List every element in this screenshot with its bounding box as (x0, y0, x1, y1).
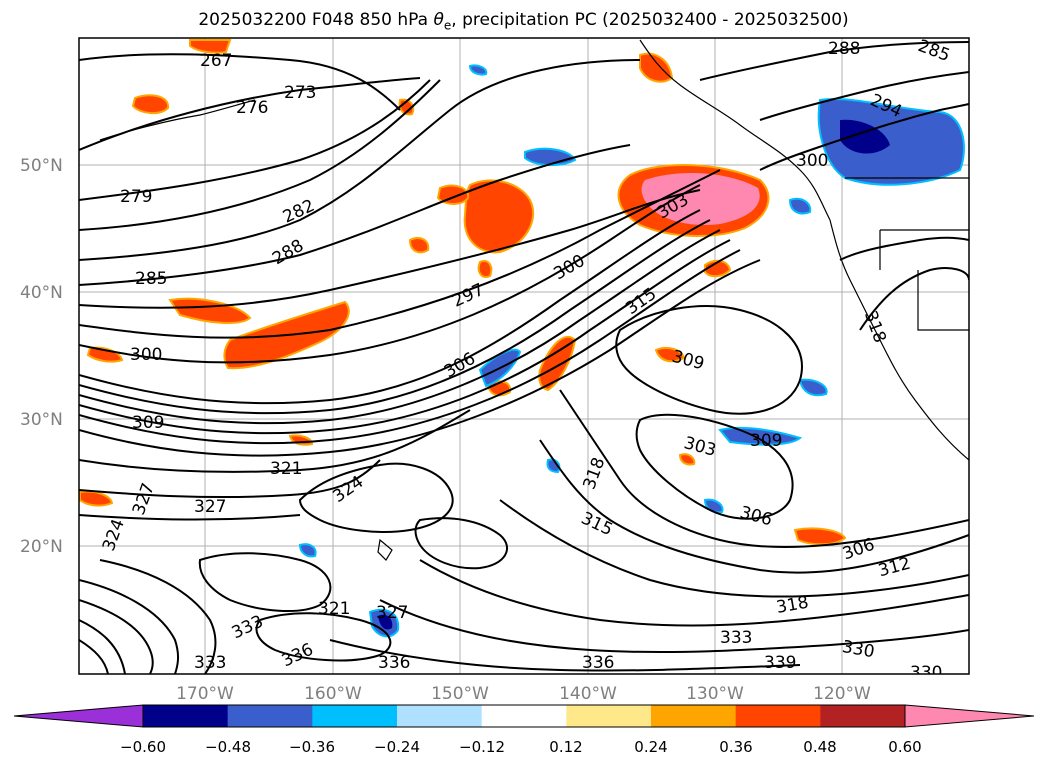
contour-label: 276 (236, 98, 268, 118)
colorbar-bin (143, 705, 229, 727)
contour-label: 327 (194, 497, 226, 517)
colorbar: −0.60 −0.48 −0.36 −0.24 −0.12 0.12 0.24 … (13, 704, 1035, 756)
colorbar-tick: 0.48 (803, 738, 836, 756)
lat-label: 50°N (20, 156, 63, 176)
contour-label: 321 (318, 599, 350, 619)
contour-label: 339 (764, 653, 796, 673)
colorbar-bin (566, 705, 652, 727)
contour-label: 333 (720, 628, 752, 648)
contour-label: 285 (135, 269, 167, 289)
longitude-labels: 170°W 160°W 150°W 140°W 130°W 120°W (176, 684, 871, 704)
contour-label: 300 (796, 151, 828, 171)
colorbar-tick: 0.24 (634, 738, 667, 756)
theta-e-contours (79, 41, 969, 674)
colorbar-bin (481, 705, 567, 727)
contour-label: 309 (132, 413, 164, 433)
contour-label: 330 (910, 663, 942, 683)
colorbar-tick: 0.36 (719, 738, 752, 756)
contour-label: 267 (200, 51, 232, 71)
lon-label: 170°W (176, 684, 234, 704)
contour-label: 321 (270, 459, 302, 479)
contour-label: 336 (582, 653, 614, 673)
colorbar-min-extension (13, 704, 144, 728)
lon-label: 120°W (813, 684, 871, 704)
precip-positive (79, 39, 847, 546)
lon-label: 140°W (559, 684, 617, 704)
lat-label: 40°N (20, 283, 63, 303)
colorbar-tick: −0.60 (120, 738, 166, 756)
colorbar-bin (227, 705, 313, 727)
colorbar-bin (397, 705, 483, 727)
colorbar-bin (312, 705, 398, 727)
colorbar-bin (820, 705, 906, 727)
latitude-labels: 50°N 40°N 30°N 20°N (20, 156, 63, 557)
contour-label: 279 (120, 187, 152, 207)
map-frame (78, 37, 970, 675)
contour-label: 300 (130, 345, 162, 365)
colorbar-tick: −0.24 (374, 738, 420, 756)
contour-label: 336 (378, 653, 410, 673)
colorbar-bin (735, 705, 821, 727)
colorbar-max-extension (904, 704, 1035, 728)
colorbar-tick: 0.12 (549, 738, 582, 756)
contour-label: 288 (828, 39, 860, 59)
colorbar-tick: −0.48 (205, 738, 251, 756)
colorbar-frame (142, 704, 906, 728)
colorbar-tick: −0.36 (289, 738, 335, 756)
colorbar-tick: 0.60 (888, 738, 921, 756)
contour-label: 273 (284, 83, 316, 103)
lon-label: 150°W (431, 684, 489, 704)
contour-label: 333 (194, 653, 226, 673)
lon-label: 130°W (686, 684, 744, 704)
map-title: 2025032200 F048 850 hPa θe, precipitatio… (198, 10, 849, 33)
contour-label: 327 (376, 603, 408, 623)
lon-label: 160°W (304, 684, 362, 704)
colorbar-bin (651, 705, 737, 727)
colorbar-tick: −0.12 (459, 738, 505, 756)
lat-label: 20°N (20, 537, 63, 557)
lat-label: 30°N (20, 410, 63, 430)
contour-label: 309 (750, 431, 782, 451)
